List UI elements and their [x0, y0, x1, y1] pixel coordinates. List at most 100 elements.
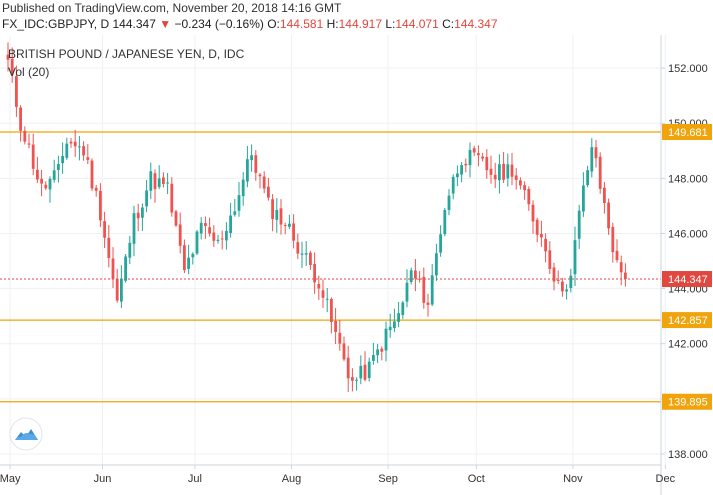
candle: [372, 342, 375, 365]
candle: [212, 225, 216, 247]
candle: [535, 217, 539, 243]
price-tick-label: 148.000: [668, 173, 708, 185]
candle: [86, 144, 90, 165]
candle: [132, 205, 136, 257]
candle: [145, 179, 148, 213]
candle: [304, 241, 308, 266]
candle: [124, 253, 127, 283]
svg-text:149.681: 149.681: [668, 127, 708, 139]
candle: [359, 355, 363, 385]
candle: [405, 269, 409, 308]
candle: [594, 140, 598, 168]
time-axis: May Jun Jul Aug Sep Oct Nov Dec: [0, 465, 676, 485]
candle: [78, 135, 81, 161]
candle: [162, 172, 165, 188]
candle: [254, 150, 258, 181]
last-price-label: 144.347: [662, 271, 712, 288]
candle: [220, 230, 224, 250]
symbol-name: FX_IDC:GBPJPY, D: [2, 17, 110, 31]
support-resistance-levels: [0, 131, 661, 403]
candle: [204, 216, 207, 239]
candle: [321, 279, 325, 308]
candle: [262, 171, 266, 194]
candle: [569, 268, 573, 293]
candle: [300, 241, 304, 268]
candle: [216, 234, 220, 244]
time-tick-label: May: [0, 473, 21, 485]
candle: [510, 152, 514, 186]
candle: [271, 194, 274, 232]
candle: [103, 211, 106, 249]
candle: [267, 177, 270, 201]
candle: [23, 126, 27, 145]
candle: [426, 293, 430, 317]
time-tick-label: Oct: [468, 473, 485, 485]
candle: [481, 152, 484, 162]
candle: [157, 165, 161, 190]
candle: [82, 141, 85, 161]
tradingview-logo-icon[interactable]: [9, 417, 43, 451]
candle: [90, 158, 94, 192]
candle: [493, 162, 497, 189]
candle: [94, 184, 98, 197]
candle: [577, 204, 581, 249]
candle: [523, 181, 526, 200]
candle: [187, 244, 190, 275]
candle: [73, 129, 77, 157]
candle: [288, 214, 291, 230]
candle: [397, 301, 400, 328]
candle: [355, 377, 358, 391]
candle: [607, 198, 610, 235]
candle: [170, 177, 174, 217]
chart-title: BRITISH POUND / JAPANESE YEN, D, IDC: [8, 47, 245, 61]
change-down-icon: ▼: [159, 17, 172, 31]
open-value: 144.581: [279, 17, 324, 31]
candle: [19, 105, 22, 142]
candle: [556, 270, 560, 285]
candle: [48, 176, 52, 203]
time-tick-label: Sep: [378, 473, 398, 485]
candle: [422, 267, 426, 309]
candle: [582, 172, 585, 217]
candle: [27, 133, 31, 149]
price-tick-label: 138.000: [668, 449, 708, 461]
candle: [309, 250, 312, 270]
time-tick-label: Jul: [188, 473, 202, 485]
candle: [279, 199, 283, 235]
candle: [439, 225, 442, 257]
svg-text:142.857: 142.857: [668, 315, 708, 327]
level-price-label: 149.681: [662, 123, 712, 140]
candle: [330, 297, 333, 334]
time-tick-label: Aug: [282, 473, 302, 485]
svg-text:139.895: 139.895: [668, 397, 708, 409]
candle: [351, 368, 354, 392]
candle: [292, 214, 295, 249]
candle: [317, 275, 321, 300]
candle: [460, 162, 463, 183]
candle: [250, 144, 253, 172]
candle: [275, 198, 279, 233]
candle: [409, 267, 413, 285]
candle: [363, 351, 367, 382]
candle: [153, 169, 157, 203]
candle: [468, 142, 472, 178]
candlestick-series: [6, 42, 627, 392]
low-value: 144.071: [395, 17, 439, 31]
chart-grid: [0, 35, 666, 465]
candle: [115, 268, 119, 303]
candle: [6, 42, 10, 72]
candle: [464, 158, 468, 173]
candle: [283, 222, 287, 235]
candle: [99, 183, 102, 228]
candle: [498, 154, 501, 194]
candle: [451, 174, 455, 200]
close-label: C:: [442, 17, 455, 31]
candle: [36, 156, 39, 184]
candle: [107, 224, 111, 268]
time-tick-label: Dec: [656, 473, 676, 485]
candle: [69, 137, 73, 148]
candle: [477, 145, 480, 167]
candle: [346, 345, 350, 392]
candle: [178, 212, 182, 254]
